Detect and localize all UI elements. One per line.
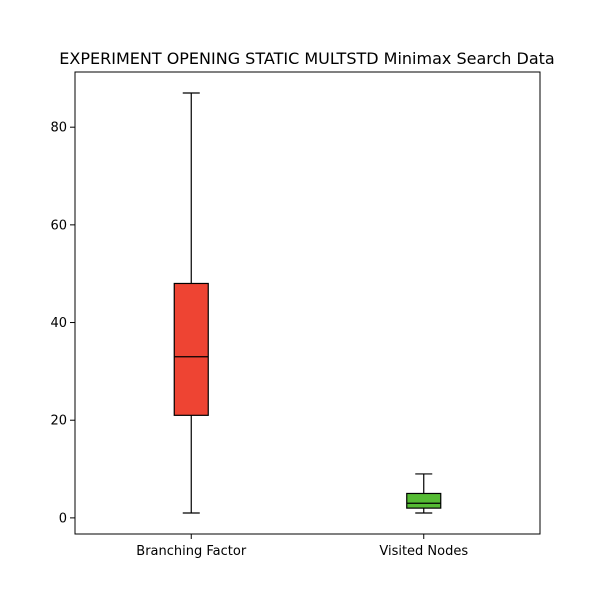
box-group <box>173 92 209 514</box>
x-tick-label: Branching Factor <box>136 544 247 559</box>
y-tick-label: 0 <box>59 511 67 526</box>
y-axis: 0 20 40 60 80 <box>50 121 75 526</box>
y-tick-label: 60 <box>50 218 67 233</box>
y-tick-label: 40 <box>50 316 67 331</box>
box-group <box>406 473 442 514</box>
x-axis: Branching Factor Visited Nodes <box>136 534 468 559</box>
x-tick-label: Visited Nodes <box>379 544 468 559</box>
chart-title: EXPERIMENT OPENING STATIC MULTSTD Minima… <box>59 49 554 68</box>
iqr-box <box>173 282 209 416</box>
y-tick-label: 20 <box>50 414 67 429</box>
y-tick-label: 80 <box>50 121 67 136</box>
iqr-box <box>406 492 442 509</box>
plot-frame <box>74 71 541 535</box>
boxes <box>173 92 442 514</box>
